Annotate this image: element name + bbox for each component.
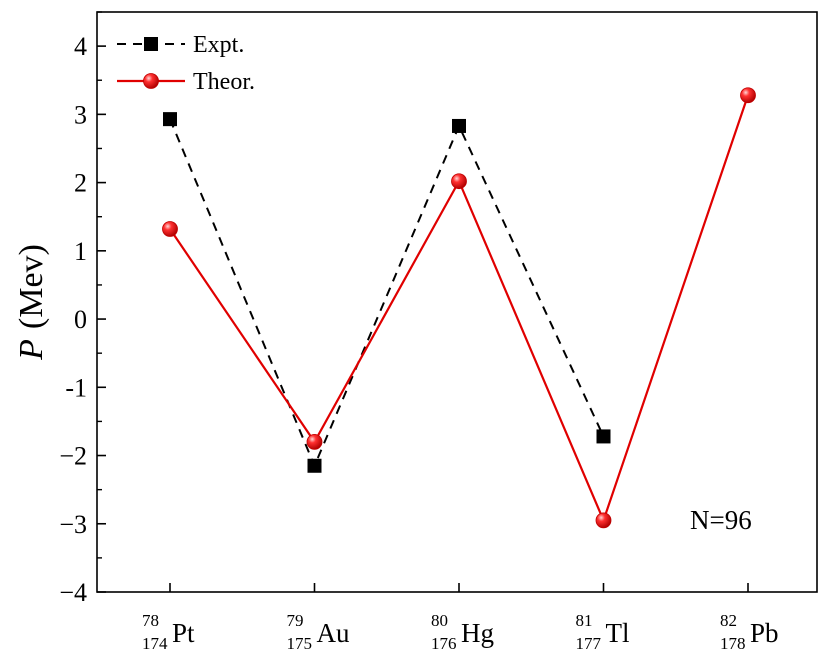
- y-tick-label: −2: [59, 442, 87, 471]
- x-tick-label-mass: 175: [287, 634, 313, 653]
- x-tick-label-charge: 78: [142, 611, 159, 630]
- data-point-theor: [162, 221, 178, 237]
- y-tick-label: 2: [74, 169, 87, 198]
- x-tick-label-element: Tl: [606, 618, 630, 648]
- y-tick-label: −3: [59, 510, 87, 539]
- y-axis-label-symbol: P: [13, 339, 50, 361]
- x-tick-label-charge: 82: [720, 611, 737, 630]
- y-tick-label: 1: [74, 237, 87, 266]
- series-layer: [162, 87, 756, 529]
- data-point-expt: [307, 458, 322, 473]
- y-tick-label: 4: [74, 32, 87, 61]
- x-tick-label-mass: 176: [431, 634, 457, 653]
- annotation-n96: N=96: [690, 505, 752, 535]
- x-tick-label-charge: 81: [576, 611, 593, 630]
- legend-label-theor: Theor.: [193, 69, 255, 95]
- x-tick-label-charge: 79: [287, 611, 304, 630]
- x-tick-label-tl: 81 177 Tl: [576, 611, 630, 653]
- x-tick-label-element: Au: [317, 618, 350, 648]
- data-point-theor: [451, 173, 467, 190]
- x-tick-label-element: Pb: [750, 618, 779, 648]
- data-point-expt: [452, 118, 466, 133]
- data-point-expt: [596, 429, 611, 444]
- x-tick-label-au: 79 175 Au: [287, 611, 350, 653]
- x-tick-label-mass: 178: [720, 634, 746, 653]
- x-tick-label-hg: 80 176 Hg: [431, 611, 494, 653]
- legend: Expt. Theor.: [117, 32, 255, 95]
- x-tick-label-mass: 174: [142, 634, 168, 653]
- series-line-expt: [169, 118, 605, 469]
- y-tick-label: 0: [74, 305, 87, 334]
- x-tick-label-element: Hg: [461, 618, 494, 648]
- series-line-theor: [169, 94, 750, 524]
- legend-marker-theor: [143, 73, 159, 89]
- data-point-theor: [740, 87, 756, 104]
- y-tick-label: −4: [59, 578, 87, 607]
- data-point-expt: [163, 112, 177, 127]
- legend-label-expt: Expt.: [193, 32, 244, 58]
- x-tick-label-element: Pt: [172, 618, 195, 648]
- y-axis-label: P (Mev): [13, 244, 50, 361]
- x-tick-label-pb: 82 178 Pb: [720, 611, 779, 653]
- data-point-theor: [306, 433, 323, 450]
- y-axis-label-unit: (Mev): [13, 244, 50, 329]
- x-tick-label-pt: 78 174 Pt: [142, 611, 195, 653]
- legend-marker-expt: [144, 37, 158, 51]
- plot-frame: [96, 11, 818, 593]
- x-tick-label-mass: 177: [576, 634, 602, 653]
- y-tick-label: -1: [65, 373, 87, 402]
- x-tick-label-charge: 80: [431, 611, 448, 630]
- data-point-theor: [595, 512, 612, 529]
- y-tick-label: 3: [74, 100, 87, 129]
